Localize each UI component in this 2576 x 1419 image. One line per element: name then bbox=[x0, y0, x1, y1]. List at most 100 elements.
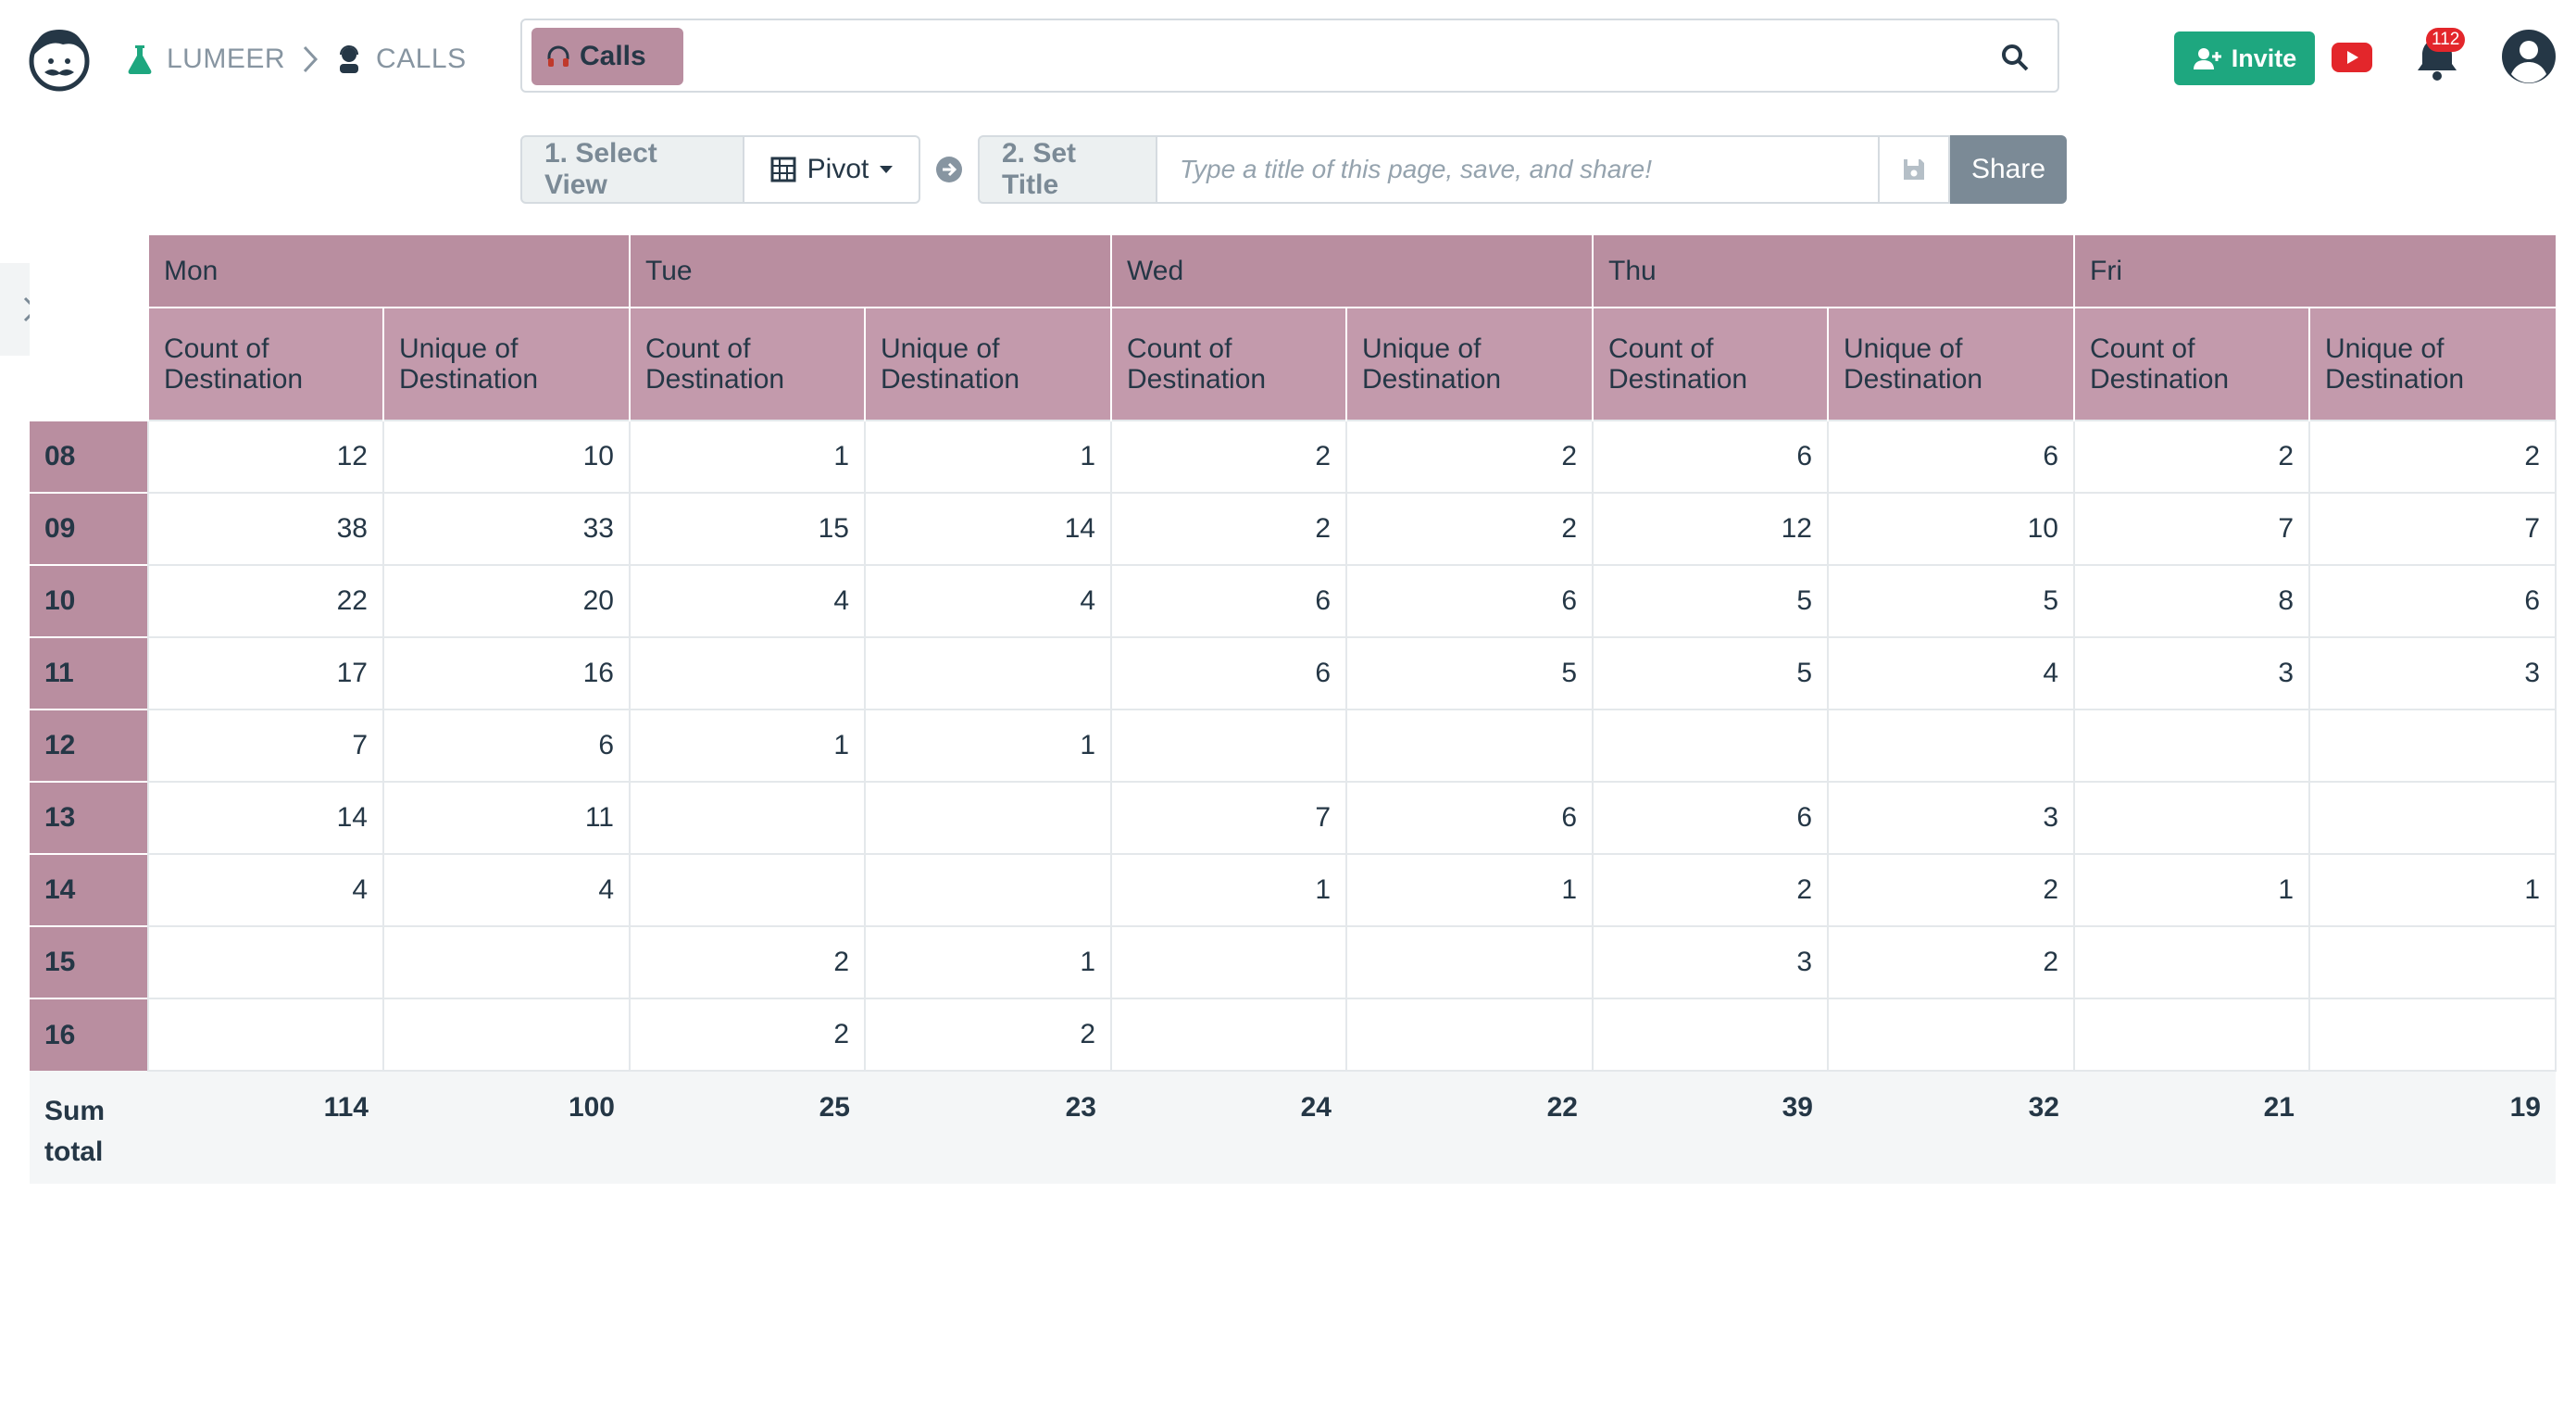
pivot-cell: 6 bbox=[1110, 636, 1347, 710]
column-header-day[interactable]: Mon bbox=[147, 235, 630, 308]
operator-icon bbox=[340, 45, 359, 73]
collection-chip[interactable]: Calls bbox=[531, 28, 683, 85]
column-header-day[interactable]: Thu bbox=[1592, 235, 2074, 308]
pivot-cell bbox=[629, 853, 866, 927]
save-button[interactable] bbox=[1880, 135, 1950, 204]
row-header-hour[interactable]: 08 bbox=[30, 420, 148, 493]
sum-total-cell: 32 bbox=[1828, 1071, 2074, 1184]
pivot-cell: 12 bbox=[1592, 492, 1829, 566]
sum-row: Sum total 114 100 25 23 24 22 39 32 21 19 bbox=[30, 1071, 2556, 1184]
pivot-cell bbox=[864, 781, 1112, 855]
column-header-aggregation[interactable]: Count of Destination bbox=[1110, 307, 1346, 421]
table-row: 16 2 2 bbox=[30, 998, 2557, 1072]
user-avatar-icon[interactable] bbox=[2500, 28, 2557, 85]
chevron-right-icon bbox=[303, 45, 319, 73]
flask-icon bbox=[128, 45, 152, 74]
row-header-hour[interactable]: 09 bbox=[30, 492, 148, 565]
row-header-hour[interactable]: 12 bbox=[30, 709, 148, 782]
sum-total-cell: 21 bbox=[2074, 1071, 2309, 1184]
pivot-cell: 2 bbox=[1592, 853, 1829, 927]
pivot-cell bbox=[1110, 998, 1347, 1072]
search-box[interactable]: Calls bbox=[520, 19, 2059, 93]
row-header-hour[interactable]: 16 bbox=[30, 998, 148, 1071]
sum-total-cell: 25 bbox=[630, 1071, 865, 1184]
column-header-day[interactable]: Wed bbox=[1110, 235, 1593, 308]
pivot-cell: 8 bbox=[2073, 564, 2310, 638]
row-header-hour[interactable]: 10 bbox=[30, 564, 148, 637]
pivot-cell: 6 bbox=[1592, 781, 1829, 855]
pivot-cell: 14 bbox=[147, 781, 384, 855]
pivot-cell bbox=[2073, 709, 2310, 783]
pivot-cell: 11 bbox=[382, 781, 631, 855]
pivot-cell: 7 bbox=[147, 709, 384, 783]
page-title-input[interactable] bbox=[1157, 135, 1880, 204]
pivot-cell: 33 bbox=[382, 492, 631, 566]
pivot-cell: 2 bbox=[1827, 925, 2075, 999]
pivot-cell bbox=[382, 998, 631, 1072]
column-header-aggregation[interactable]: Count of Destination bbox=[629, 307, 865, 421]
pivot-cell: 3 bbox=[1592, 925, 1829, 999]
pivot-cell: 2 bbox=[2073, 420, 2310, 494]
view-type-dropdown[interactable]: Pivot bbox=[744, 135, 920, 204]
invite-button[interactable]: Invite bbox=[2174, 31, 2315, 85]
column-header-aggregation[interactable]: Unique of Destination bbox=[1827, 307, 2074, 421]
row-header-hour[interactable]: 11 bbox=[30, 636, 148, 710]
pivot-cell: 1 bbox=[629, 420, 866, 494]
lumeer-logo-icon[interactable] bbox=[26, 22, 93, 93]
column-header-aggregation[interactable]: Unique of Destination bbox=[2308, 307, 2556, 421]
row-header-hour[interactable]: 13 bbox=[30, 781, 148, 854]
pivot-cell: 10 bbox=[382, 420, 631, 494]
column-header-aggregation[interactable]: Count of Destination bbox=[2073, 307, 2309, 421]
pivot-cell: 1 bbox=[864, 709, 1112, 783]
column-header-aggregation[interactable]: Unique of Destination bbox=[864, 307, 1111, 421]
column-header-aggregation[interactable]: Unique of Destination bbox=[382, 307, 630, 421]
share-button[interactable]: Share bbox=[1950, 135, 2067, 204]
view-toolbar: 1. Select View Pivot 2. Set Title Share bbox=[520, 135, 2067, 204]
table-row: 13 14 11 7 6 6 3 bbox=[30, 781, 2557, 855]
pivot-cell bbox=[1592, 709, 1829, 783]
pivot-cell: 17 bbox=[147, 636, 384, 710]
row-header-hour[interactable]: 15 bbox=[30, 925, 148, 998]
row-header-hour[interactable]: 14 bbox=[30, 853, 148, 926]
breadcrumb: LUMEER CALLS bbox=[126, 37, 467, 82]
pivot-cell: 20 bbox=[382, 564, 631, 638]
pivot-cell bbox=[864, 853, 1112, 927]
column-header-day[interactable]: Tue bbox=[629, 235, 1111, 308]
pivot-cell: 2 bbox=[1827, 853, 2075, 927]
pivot-cell bbox=[1345, 925, 1594, 999]
pivot-cell: 1 bbox=[1110, 853, 1347, 927]
pivot-cell: 1 bbox=[864, 925, 1112, 999]
view-type-label: Pivot bbox=[807, 154, 869, 184]
pivot-cell: 5 bbox=[1345, 636, 1594, 710]
pivot-cell: 4 bbox=[147, 853, 384, 927]
pivot-cell: 6 bbox=[1827, 420, 2075, 494]
caret-down-icon bbox=[880, 166, 894, 173]
pivot-table-icon bbox=[770, 157, 796, 182]
table-row: 10 22 20 4 4 6 6 5 5 8 6 bbox=[30, 564, 2557, 638]
column-header-day[interactable]: Fri bbox=[2073, 235, 2556, 308]
breadcrumb-workspace[interactable]: LUMEER bbox=[167, 44, 286, 74]
pivot-cell: 6 bbox=[1345, 564, 1594, 638]
step-set-title: 2. Set Title bbox=[978, 135, 1157, 204]
sum-total-cell: 39 bbox=[1593, 1071, 1828, 1184]
pivot-cell: 3 bbox=[2308, 636, 2557, 710]
pivot-cell: 2 bbox=[629, 925, 866, 999]
youtube-icon[interactable] bbox=[2332, 43, 2372, 72]
column-header-aggregation[interactable]: Count of Destination bbox=[1592, 307, 1828, 421]
pivot-cell: 1 bbox=[2308, 853, 2557, 927]
pivot-cell bbox=[2308, 781, 2557, 855]
pivot-cell: 3 bbox=[2073, 636, 2310, 710]
pivot-cell: 2 bbox=[1110, 492, 1347, 566]
pivot-cell: 7 bbox=[1110, 781, 1347, 855]
column-header-aggregation[interactable]: Unique of Destination bbox=[1345, 307, 1593, 421]
add-user-icon bbox=[2193, 48, 2221, 69]
pivot-cell bbox=[1827, 998, 2075, 1072]
column-header-aggregation[interactable]: Count of Destination bbox=[147, 307, 383, 421]
pivot-cell bbox=[1345, 709, 1594, 783]
pivot-cell bbox=[147, 925, 384, 999]
search-icon[interactable] bbox=[2000, 43, 2030, 72]
breadcrumb-collection[interactable]: CALLS bbox=[376, 44, 467, 74]
pivot-cell bbox=[2073, 925, 2310, 999]
pivot-cell: 4 bbox=[1827, 636, 2075, 710]
pivot-cell: 2 bbox=[864, 998, 1112, 1072]
